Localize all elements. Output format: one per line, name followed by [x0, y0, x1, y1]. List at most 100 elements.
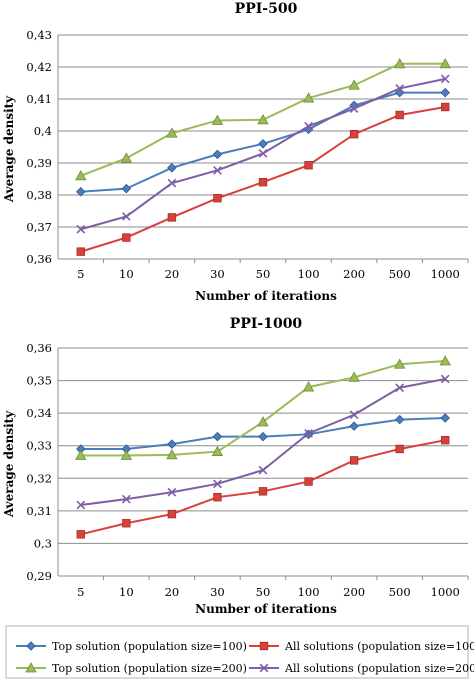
- x-tick-label: 100: [298, 267, 320, 281]
- y-tick-label: 0,42: [26, 60, 52, 74]
- y-tick-label: 0,36: [26, 252, 52, 266]
- y-axis-label: Average density: [2, 410, 16, 518]
- legend-item: All solutions (population size=200): [249, 662, 474, 675]
- x-tick-label: 1000: [431, 267, 460, 281]
- legend-label: All solutions (population size=100): [284, 640, 474, 653]
- data-point: [213, 492, 222, 502]
- x-tick-label: 500: [389, 267, 411, 281]
- legend-item: Top solution (population size=100): [16, 640, 247, 653]
- x-tick-label: 500: [389, 585, 411, 599]
- data-point: [258, 431, 268, 442]
- data-point: [348, 371, 360, 382]
- data-point: [302, 381, 315, 392]
- data-point: [302, 92, 315, 103]
- series-line: [80, 377, 446, 506]
- data-point: [212, 431, 223, 442]
- x-tick-label: 1000: [431, 585, 460, 599]
- y-tick-label: 0,31: [26, 504, 52, 518]
- legend-items: Top solution (population size=100) All so…: [16, 640, 474, 675]
- series-4: [76, 74, 450, 234]
- legend: Top solution (population size=100) All so…: [5, 625, 474, 679]
- y-tick-label: 0,34: [26, 406, 52, 420]
- data-point: [121, 212, 131, 221]
- series-3: [75, 57, 451, 181]
- data-point: [211, 114, 224, 125]
- data-point: [76, 500, 86, 510]
- legend-marker: [259, 663, 269, 673]
- x-tick-label: 20: [165, 267, 180, 281]
- data-point: [257, 113, 269, 125]
- data-point: [439, 355, 451, 366]
- x-ticks: 5 10 20 30 50 100 200 500 1000: [77, 576, 469, 599]
- y-ticks: 0,36 0,37 0,38 0,39 0,4 0,41 0,42 0,43: [26, 28, 52, 266]
- data-point: [395, 110, 404, 120]
- chart-ppi-1000: PPI-1000 Average density Number of itera…: [2, 316, 469, 616]
- data-point: [393, 57, 406, 69]
- legend-item: Top solution (population size=200): [16, 662, 247, 675]
- data-point: [304, 428, 313, 438]
- x-tick-label: 50: [256, 267, 271, 281]
- data-point: [440, 74, 450, 84]
- x-tick-label: 200: [343, 267, 365, 281]
- axes: [57, 35, 468, 260]
- series-2: [76, 435, 450, 539]
- legend-label: Top solution (population size=100): [52, 640, 247, 653]
- x-ticks: 5 10 20 30 50 100 200 500 1000: [77, 259, 469, 281]
- data-point: [349, 104, 359, 113]
- x-tick-label: 5: [77, 267, 84, 281]
- y-tick-label: 0,3: [34, 536, 52, 550]
- data-point: [167, 487, 177, 497]
- x-tick-label: 200: [343, 585, 365, 599]
- data-point: [393, 358, 406, 369]
- x-tick-label: 20: [165, 585, 180, 599]
- y-tick-label: 0,29: [26, 569, 52, 583]
- data-point: [167, 509, 177, 519]
- chart-title: PPI-1000: [230, 316, 303, 332]
- data-point: [441, 435, 450, 445]
- chart-ppi-500: PPI-500 Average density Number of iterat…: [2, 1, 469, 303]
- data-point: [304, 477, 313, 486]
- data-point: [121, 183, 132, 194]
- y-tick-label: 0,43: [26, 28, 52, 42]
- data-point: [213, 165, 222, 175]
- data-point: [213, 479, 222, 489]
- data-point: [304, 121, 313, 131]
- data-point: [211, 445, 224, 456]
- data-point: [76, 187, 86, 197]
- y-tick-label: 0,37: [26, 220, 52, 234]
- data-point: [440, 87, 450, 98]
- legend-box: [5, 625, 469, 679]
- data-point: [258, 177, 268, 187]
- data-point: [349, 129, 359, 139]
- x-tick-label: 30: [210, 585, 225, 599]
- y-tick-label: 0,32: [26, 471, 52, 485]
- x-tick-label: 100: [298, 585, 320, 599]
- y-tick-label: 0,4: [34, 124, 52, 138]
- data-point: [395, 383, 405, 393]
- data-point: [439, 57, 451, 69]
- x-tick-label: 50: [256, 585, 271, 599]
- data-point: [257, 416, 269, 427]
- y-tick-label: 0,35: [26, 374, 52, 388]
- x-tick-label: 30: [210, 267, 225, 281]
- y-tick-label: 0,41: [26, 92, 52, 106]
- data-point: [167, 439, 177, 449]
- data-point: [304, 161, 313, 170]
- data-point: [441, 102, 450, 112]
- x-axis-label: Number of iterations: [195, 602, 337, 616]
- y-tick-label: 0,39: [26, 156, 52, 170]
- data-point: [213, 193, 222, 203]
- data-point: [75, 449, 87, 460]
- x-tick-label: 10: [119, 267, 134, 281]
- data-point: [166, 127, 178, 138]
- data-point: [75, 169, 87, 181]
- data-point: [120, 449, 133, 460]
- legend-marker: [26, 641, 36, 651]
- data-point: [122, 233, 131, 242]
- y-tick-label: 0,33: [26, 439, 52, 453]
- data-point: [258, 139, 268, 149]
- series-2: [76, 102, 450, 256]
- gridlines: [58, 347, 468, 544]
- y-ticks: 0,29 0,3 0,31 0,32 0,33 0,34 0,35 0,36: [26, 341, 52, 583]
